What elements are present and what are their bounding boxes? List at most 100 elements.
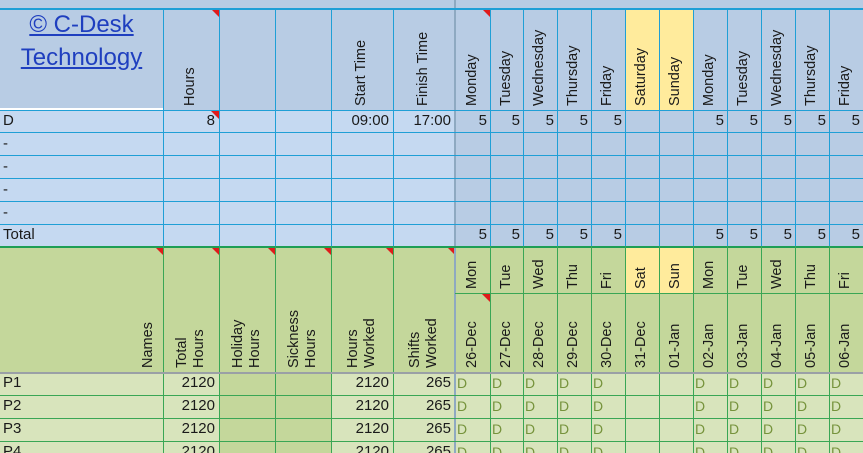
shift-day-count[interactable]: 5: [761, 110, 795, 132]
date-header-6[interactable]: 01-Jan: [659, 293, 693, 372]
shift-blank-1[interactable]: [219, 132, 275, 155]
day-header-8[interactable]: Tuesday: [727, 8, 761, 110]
shift-day-count[interactable]: [659, 224, 693, 246]
shift-day-count[interactable]: [455, 201, 490, 224]
shift-day-count[interactable]: 5: [693, 224, 727, 246]
shift-hours[interactable]: [163, 201, 219, 224]
shift-day-count[interactable]: [829, 155, 863, 178]
person-sickness-hours[interactable]: [275, 418, 331, 441]
person-day-shift[interactable]: D: [693, 441, 727, 453]
day-header-7[interactable]: Monday: [693, 8, 727, 110]
person-shifts-worked[interactable]: 265: [393, 441, 455, 453]
person-day-shift[interactable]: D: [795, 441, 829, 453]
day-abbr-6[interactable]: Sun: [659, 246, 693, 293]
person-holiday-hours[interactable]: [219, 372, 275, 395]
person-day-shift[interactable]: D: [490, 441, 523, 453]
shift-day-count[interactable]: 5: [727, 110, 761, 132]
day-header-2[interactable]: Wednesday: [523, 8, 557, 110]
person-hours-worked[interactable]: 2120: [331, 441, 393, 453]
shift-day-count[interactable]: [795, 155, 829, 178]
sickness-hours-header[interactable]: Sickness Hours: [275, 246, 331, 372]
date-header-10[interactable]: 05-Jan: [795, 293, 829, 372]
shift-day-count[interactable]: [490, 178, 523, 201]
shift-day-count[interactable]: 5: [829, 110, 863, 132]
shift-finish[interactable]: [393, 178, 455, 201]
shift-blank-2[interactable]: [275, 178, 331, 201]
shift-day-count[interactable]: [727, 155, 761, 178]
day-header-1[interactable]: Tuesday: [490, 8, 523, 110]
person-holiday-hours[interactable]: [219, 418, 275, 441]
person-sickness-hours[interactable]: [275, 395, 331, 418]
day-abbr-4[interactable]: Fri: [591, 246, 625, 293]
person-sickness-hours[interactable]: [275, 441, 331, 453]
start-time-header[interactable]: Start Time: [331, 8, 393, 110]
day-abbr-2[interactable]: Wed: [523, 246, 557, 293]
shift-day-count[interactable]: 5: [523, 224, 557, 246]
day-header-5[interactable]: Saturday: [625, 8, 659, 110]
shift-day-count[interactable]: [795, 132, 829, 155]
shift-blank-2[interactable]: [275, 110, 331, 132]
person-day-shift[interactable]: D: [490, 418, 523, 441]
person-day-shift[interactable]: D: [455, 418, 490, 441]
person-shifts-worked[interactable]: 265: [393, 418, 455, 441]
person-day-shift[interactable]: D: [523, 418, 557, 441]
day-header-10[interactable]: Thursday: [795, 8, 829, 110]
person-day-shift[interactable]: D: [761, 395, 795, 418]
shift-blank-2[interactable]: [275, 132, 331, 155]
person-holiday-hours[interactable]: [219, 395, 275, 418]
hours-worked-header[interactable]: Hours Worked: [331, 246, 393, 372]
shift-day-count[interactable]: [659, 178, 693, 201]
person-hours-worked[interactable]: 2120: [331, 395, 393, 418]
person-day-shift[interactable]: D: [761, 418, 795, 441]
blank-header-2[interactable]: [275, 8, 331, 110]
shift-day-count[interactable]: [455, 132, 490, 155]
blank-header-1[interactable]: [219, 8, 275, 110]
holiday-hours-header[interactable]: Holiday Hours: [219, 246, 275, 372]
shift-hours[interactable]: 8: [163, 110, 219, 132]
shift-day-count[interactable]: [727, 201, 761, 224]
shift-day-count[interactable]: 5: [795, 224, 829, 246]
person-sickness-hours[interactable]: [275, 372, 331, 395]
shift-day-count[interactable]: [761, 132, 795, 155]
shift-day-count[interactable]: [659, 110, 693, 132]
shift-day-count[interactable]: 5: [591, 224, 625, 246]
person-day-shift[interactable]: [625, 372, 659, 395]
person-day-shift[interactable]: D: [727, 395, 761, 418]
day-abbr-10[interactable]: Thu: [795, 246, 829, 293]
shift-day-count[interactable]: [591, 155, 625, 178]
day-abbr-8[interactable]: Tue: [727, 246, 761, 293]
shift-start[interactable]: [331, 224, 393, 246]
day-abbr-11[interactable]: Fri: [829, 246, 863, 293]
person-day-shift[interactable]: D: [693, 418, 727, 441]
shift-day-count[interactable]: 5: [557, 110, 591, 132]
person-day-shift[interactable]: D: [591, 372, 625, 395]
shift-day-count[interactable]: [625, 201, 659, 224]
shift-day-count[interactable]: [727, 178, 761, 201]
shift-code[interactable]: -: [0, 178, 163, 201]
person-day-shift[interactable]: D: [523, 372, 557, 395]
person-day-shift[interactable]: D: [761, 441, 795, 453]
person-day-shift[interactable]: D: [557, 395, 591, 418]
person-day-shift[interactable]: [659, 372, 693, 395]
shift-code[interactable]: -: [0, 155, 163, 178]
person-day-shift[interactable]: D: [795, 395, 829, 418]
person-name[interactable]: P2: [0, 395, 163, 418]
shift-day-count[interactable]: [455, 155, 490, 178]
total-hours-header[interactable]: Total Hours: [163, 246, 219, 372]
date-header-5[interactable]: 31-Dec: [625, 293, 659, 372]
person-day-shift[interactable]: D: [727, 372, 761, 395]
shifts-worked-header[interactable]: Shifts Worked: [393, 246, 455, 372]
person-day-shift[interactable]: D: [490, 372, 523, 395]
shift-code[interactable]: -: [0, 201, 163, 224]
shift-finish[interactable]: 17:00: [393, 110, 455, 132]
shift-day-count[interactable]: [490, 155, 523, 178]
shift-day-count[interactable]: 5: [761, 224, 795, 246]
shift-day-count[interactable]: 5: [829, 224, 863, 246]
day-header-0[interactable]: Monday: [455, 8, 490, 110]
person-day-shift[interactable]: [659, 418, 693, 441]
shift-day-count[interactable]: [693, 132, 727, 155]
shift-day-count[interactable]: [761, 201, 795, 224]
shift-finish[interactable]: [393, 224, 455, 246]
person-day-shift[interactable]: D: [591, 441, 625, 453]
shift-day-count[interactable]: [523, 178, 557, 201]
